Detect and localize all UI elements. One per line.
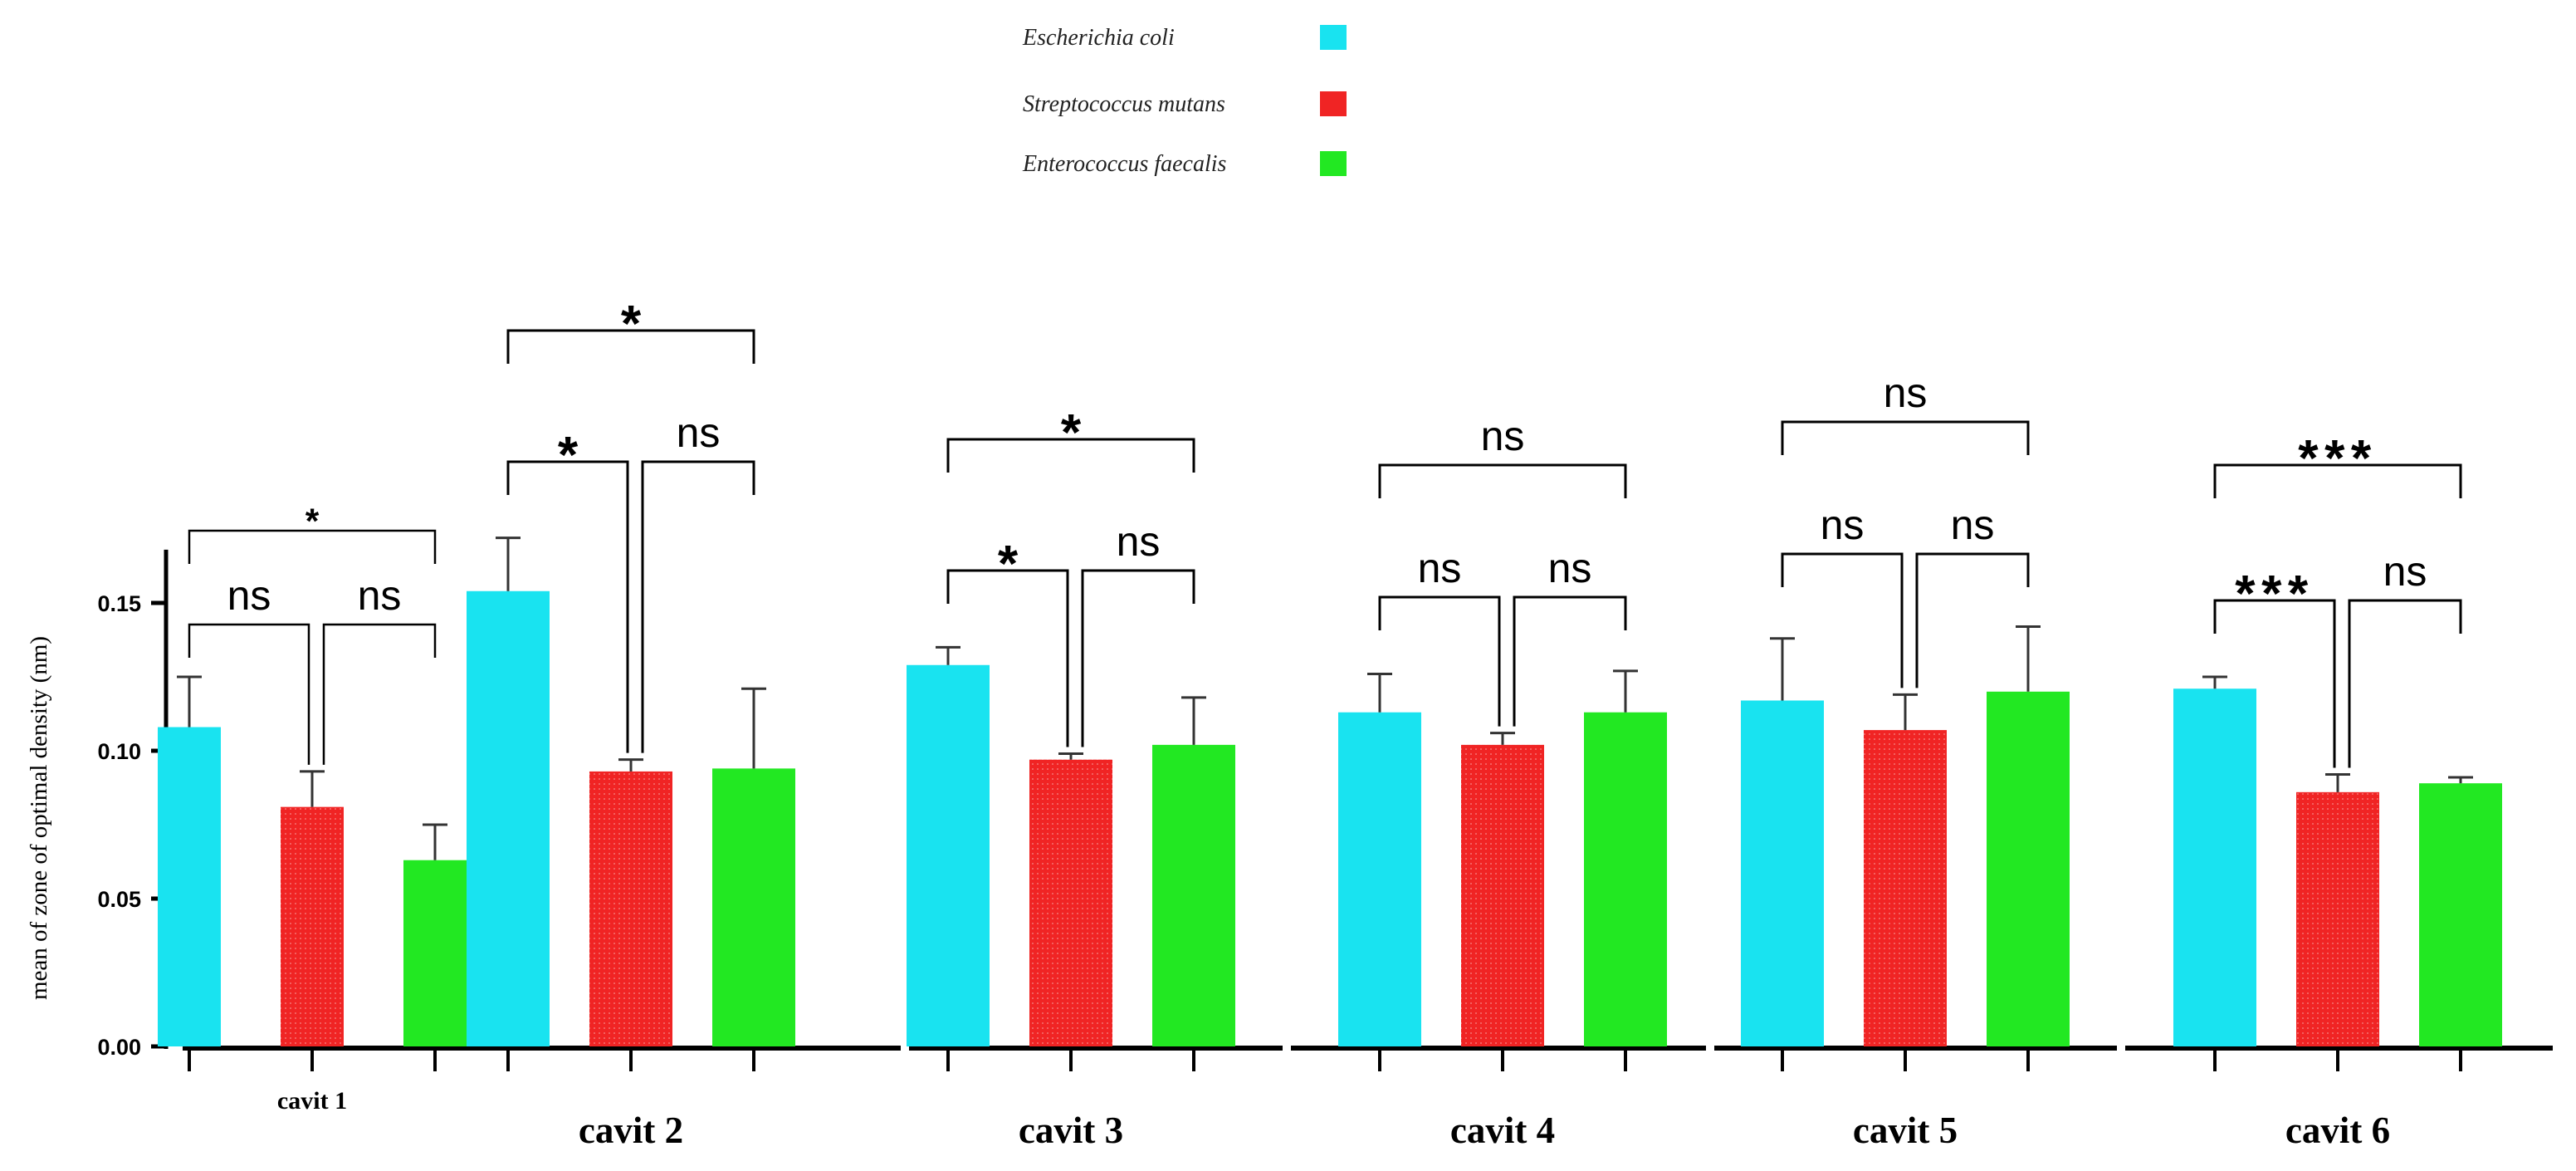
legend-swatch [1320,151,1347,176]
significance-bracket [946,438,1195,473]
y-axis-label: mean of zone of optimal density (nm) [26,636,52,1000]
group-label: cavit 1 [277,1087,347,1115]
significance-bracket [641,460,755,753]
significance-bracket [2348,599,2462,768]
significance-bracket [2213,463,2462,498]
bar [158,727,221,1046]
significance-label: *** [2298,429,2377,488]
significance-label: * [1061,404,1082,462]
significance-label: * [306,502,320,541]
bar [403,860,467,1046]
bar [467,590,550,1046]
significance-bracket [1781,420,2030,455]
significance-bracket [946,569,1069,747]
significance-bracket [1081,569,1195,747]
bar [1987,691,2070,1046]
significance-bracket [1915,552,2030,688]
y-tick-label: 0.10 [97,739,141,764]
significance-label: *** [2235,565,2314,623]
significance-bracket [506,460,629,753]
group-label: cavit 2 [579,1110,683,1151]
bar [1029,759,1112,1046]
group-label: cavit 4 [1450,1110,1555,1151]
legend-label: Escherichia coli [1022,25,1175,51]
significance-bracket [1513,595,1627,727]
significance-label: ns [2383,548,2427,595]
bar [1741,700,1824,1046]
significance-label: ns [1548,545,1592,591]
group-label: cavit 6 [2285,1110,2390,1151]
group-label: cavit 3 [1019,1110,1123,1151]
significance-label: ns [677,409,721,456]
significance-label: ns [1951,502,1995,548]
bar [281,806,344,1046]
significance-label: * [998,535,1019,593]
significance-bracket [322,623,437,765]
bar [589,771,672,1046]
y-tick-label: 0.00 [97,1035,141,1060]
bar [1584,712,1667,1046]
bar [2296,791,2379,1046]
significance-label: ns [358,572,402,619]
significance-label: ns [1884,370,1928,416]
significance-bracket [2213,599,2336,768]
significance-bracket [1781,552,1904,688]
bar [1864,730,1947,1046]
significance-label: ns [1821,502,1865,548]
significance-bracket [188,529,437,564]
bar [712,768,795,1046]
bar [2419,783,2502,1046]
y-tick-label: 0.15 [97,591,141,616]
significance-bracket [506,329,755,364]
significance-label: * [558,426,579,484]
y-tick-label: 0.05 [97,887,141,912]
legend-swatch [1320,91,1347,116]
significance-label: ns [1418,545,1462,591]
bar [1461,744,1544,1046]
significance-label: ns [227,572,271,619]
significance-bracket [188,623,310,765]
significance-bracket [1378,463,1627,498]
bar [907,664,990,1046]
significance-label: ns [1117,518,1161,565]
legend-swatch [1320,25,1347,50]
legend-label: Enterococcus faecalis [1022,151,1227,177]
bar [1338,712,1421,1046]
group-label: cavit 5 [1853,1110,1958,1151]
bar [2173,688,2256,1046]
significance-label: * [621,295,642,353]
legend-label: Streptococcus mutans [1023,91,1225,117]
significance-bracket [1378,595,1501,727]
bar [1152,744,1235,1046]
significance-label: ns [1481,413,1525,459]
